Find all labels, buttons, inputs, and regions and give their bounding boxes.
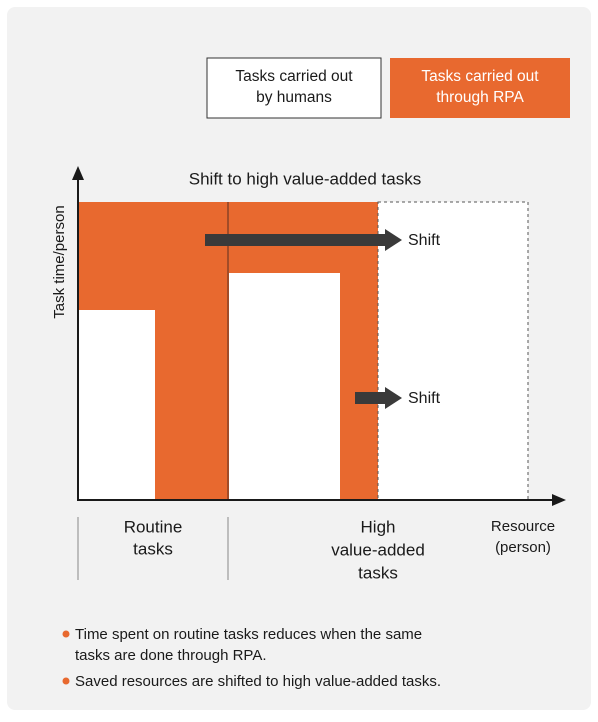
bullet-text: Saved resources are shifted to high valu…	[75, 673, 441, 690]
legend-label: by humans	[256, 89, 332, 106]
human-routine	[79, 310, 155, 500]
bullet-dot	[62, 630, 70, 638]
bullet-text: Time spent on routine tasks reduces when…	[75, 626, 422, 643]
group-label: Routine	[124, 517, 183, 536]
group-label: value-added	[331, 540, 425, 559]
legend-label: Tasks carried out	[235, 68, 353, 85]
human-high-value	[229, 273, 340, 500]
legend-label: Tasks carried out	[421, 68, 539, 85]
shift-arrow-head	[385, 229, 402, 251]
shift-arrow	[205, 234, 387, 246]
legend-label: through RPA	[436, 89, 524, 106]
chart-title: Shift to high value-added tasks	[189, 169, 421, 188]
x-axis-arrow	[552, 494, 566, 506]
group-label: tasks	[358, 563, 398, 582]
x-axis-label: Resource	[491, 518, 555, 535]
y-axis-label: Task time/person	[51, 205, 68, 318]
shift-arrow-head	[385, 387, 402, 409]
group-label: High	[361, 517, 396, 536]
group-label: tasks	[133, 539, 173, 558]
y-axis-arrow	[72, 166, 84, 180]
bullet-dot	[62, 677, 70, 685]
shifted-region	[377, 201, 529, 501]
bullet-text: tasks are done through RPA.	[75, 647, 267, 664]
shift-arrow	[355, 392, 387, 404]
legend-box-humans	[206, 57, 382, 119]
arrow-label: Shift	[408, 232, 441, 249]
x-axis-label: (person)	[495, 539, 551, 556]
arrow-label: Shift	[408, 390, 441, 407]
legend-box-rpa	[390, 58, 570, 118]
